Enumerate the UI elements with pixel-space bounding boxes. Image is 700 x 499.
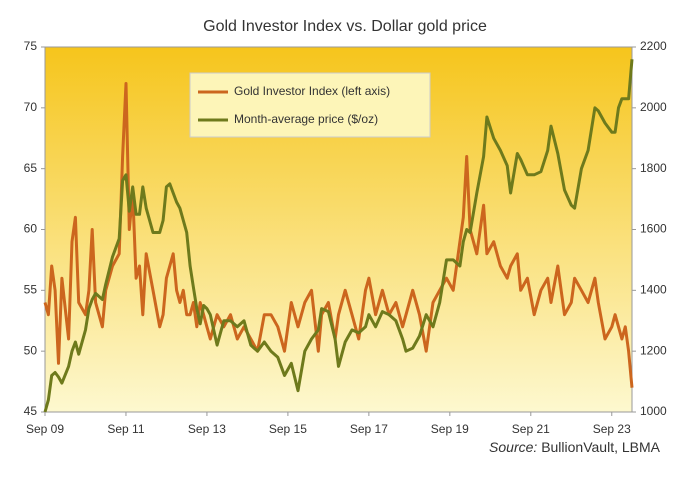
y2-tick-label: 2200 xyxy=(640,39,667,53)
y2-tick-label: 1600 xyxy=(640,222,667,236)
y2-tick-label: 1000 xyxy=(640,404,667,418)
y-tick-label: 65 xyxy=(24,161,38,175)
legend xyxy=(189,72,431,138)
y-tick-label: 60 xyxy=(24,222,38,236)
y2-tick-label: 1200 xyxy=(640,343,667,357)
y-tick-label: 45 xyxy=(24,404,38,418)
x-tick-label: Sep 09 xyxy=(26,422,64,436)
x-tick-label: Sep 21 xyxy=(512,422,550,436)
legend-label: Month-average price ($/oz) xyxy=(234,112,378,126)
y2-tick-label: 1800 xyxy=(640,161,667,175)
source-label: Source: xyxy=(489,439,537,455)
series-line xyxy=(43,82,634,388)
x-tick-label: Sep 19 xyxy=(431,422,469,436)
x-tick-label: Sep 17 xyxy=(350,422,388,436)
x-tick-label: Sep 15 xyxy=(269,422,307,436)
y-tick-label: 70 xyxy=(24,100,38,114)
chart-title: Gold Investor Index vs. Dollar gold pric… xyxy=(203,18,487,35)
source: Source: BullionVault, LBMA xyxy=(489,439,661,455)
x-tick-label: Sep 11 xyxy=(107,422,144,436)
y-tick-label: 50 xyxy=(24,343,38,357)
series-line xyxy=(43,59,634,413)
y-tick-label: 75 xyxy=(24,39,38,53)
y2-tick-label: 2000 xyxy=(640,100,667,114)
y2-tick-label: 1400 xyxy=(640,283,667,297)
legend-label: Gold Investor Index (left axis) xyxy=(234,84,390,98)
x-tick-label: Sep 13 xyxy=(188,422,226,436)
x-tick-label: Sep 23 xyxy=(593,422,631,436)
y-tick-label: 55 xyxy=(24,283,38,297)
source-text: BullionVault, LBMA xyxy=(541,439,660,455)
